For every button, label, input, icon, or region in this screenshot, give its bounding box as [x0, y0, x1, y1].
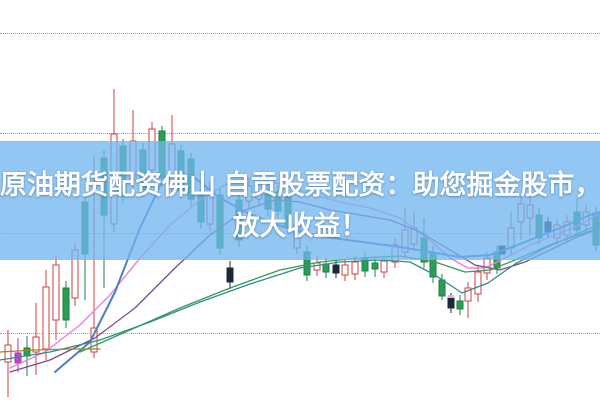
gridline — [0, 33, 600, 34]
gridline — [0, 133, 600, 134]
blue-overlay-band — [0, 141, 600, 260]
candle-body — [313, 262, 321, 271]
candle-body — [351, 261, 359, 275]
candle-body — [226, 267, 234, 283]
candle-body — [332, 264, 340, 274]
candle-body — [322, 263, 330, 273]
headline-line-1: 原油期货配资佛山 自贡股票配资：助您掘金股市， — [0, 170, 600, 200]
candle-body — [456, 300, 464, 310]
candle-body — [438, 279, 446, 297]
candle-body — [447, 297, 455, 309]
candle-body — [474, 271, 482, 295]
candle-body — [42, 286, 50, 350]
candle-body — [62, 287, 70, 321]
candle-body — [464, 287, 472, 302]
candle-stripe — [448, 295, 454, 298]
candle-body — [4, 344, 12, 363]
gridline — [0, 333, 600, 334]
candle-body — [52, 264, 60, 321]
headline-line-2: 放大收益！ — [232, 211, 368, 241]
candle-body — [341, 264, 349, 276]
candle-body — [32, 336, 40, 353]
candle-body — [371, 262, 379, 270]
candle-body — [380, 260, 388, 273]
ma-olive-line — [0, 348, 101, 353]
